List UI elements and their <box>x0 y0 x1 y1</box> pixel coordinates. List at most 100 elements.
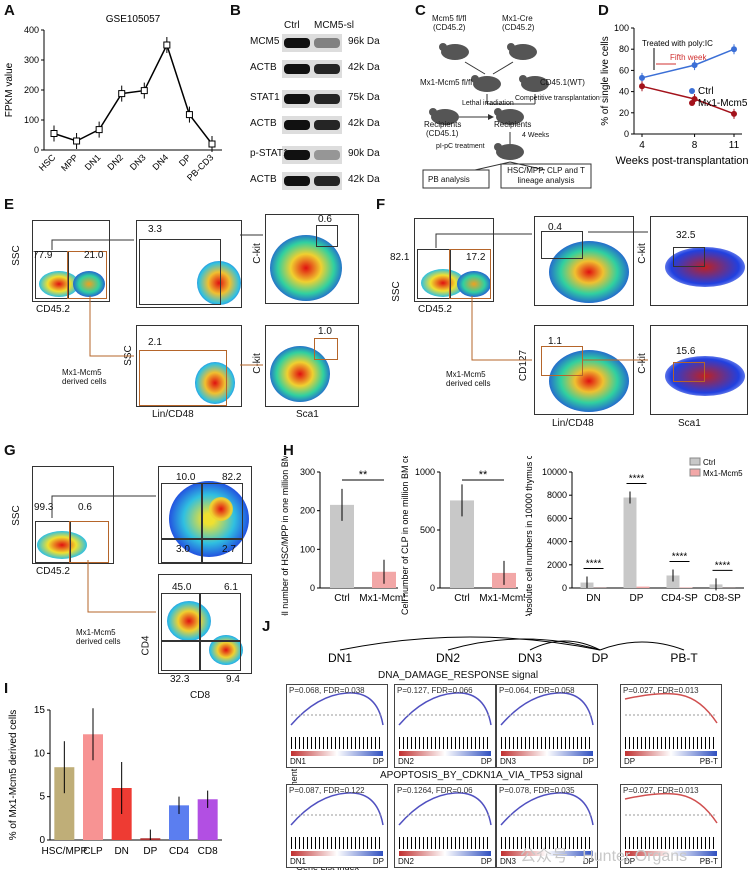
j-rank-gradient <box>501 751 593 756</box>
g-derived: Mx1-Mcm5 derived cells <box>76 628 121 646</box>
f-gate-5: 1.1 <box>548 336 562 347</box>
j-gsea-stat: P=0.068, FDR=0.038 <box>289 686 365 695</box>
j-gsea-right-label: DP <box>582 857 594 866</box>
j-gsea-stat: P=0.064, FDR=0.058 <box>499 686 575 695</box>
j-gsea-right-label: DP <box>582 757 594 766</box>
j-gsea-right-label: DP <box>480 857 492 866</box>
e-plot-2 <box>136 220 242 308</box>
wb-band-mcm5 <box>314 150 340 160</box>
i-bar <box>54 767 75 840</box>
i-bar <box>169 805 189 840</box>
j-rank-gradient <box>399 751 491 756</box>
wb-protein-label: ACTB <box>250 62 277 73</box>
a-y-tick-label: 100 <box>24 115 39 125</box>
e-gate-arrows <box>51 234 263 366</box>
h2-x-tick-label: Ctrl <box>454 593 470 604</box>
wb-blot-row <box>282 90 342 108</box>
panel-letter-g: G <box>4 442 16 459</box>
wb-band-mcm5 <box>314 38 340 48</box>
g-gate-10: 9.4 <box>226 674 240 685</box>
e-gate-4: 0.6 <box>318 214 332 225</box>
c-pipc: pI-pC treatment <box>436 143 485 150</box>
c-recipients2: Recipients <box>494 120 532 129</box>
wb-size-label: 90k Da <box>348 148 380 159</box>
f-derived: Mx1-Mcm5 derived cells <box>446 370 491 388</box>
a-data-point <box>50 130 58 137</box>
d-legend-label: Ctrl <box>698 86 714 97</box>
j-gsea-plot: P=0.064, FDR=0.058 DN3 DP <box>496 684 598 768</box>
h3-x-tick-label: CD4-SP <box>661 593 698 604</box>
e-axis-cd45: CD45.2 <box>36 304 70 315</box>
wb-blot-row <box>282 116 342 134</box>
i-x-tick-label: DN <box>114 846 128 857</box>
f-axis-sca1: Sca1 <box>678 418 701 429</box>
h1-x-tick-label: Mx1-Mcm5 <box>359 593 405 604</box>
f-plot-2 <box>534 216 634 306</box>
c-mx1-label: Mx1-Mcm5 fl/fl <box>420 78 472 87</box>
panel-h-grouped-bar-chart-thymus: 0 2000 4000 6000 8000 10000 Absolute cell numb… <box>524 456 744 616</box>
h3-bar <box>636 586 650 588</box>
h3-ylabel: Absolute cell numbers in 10000 thymus ce… <box>524 456 534 616</box>
c-wt-label: CD45.1(WT) <box>540 78 585 87</box>
d-y-tick-label: 0 <box>624 129 629 139</box>
j-gsea-plot: P=0.027, FDR=0.013 DP PB-T <box>620 684 722 768</box>
h2-y-tick-label: 0 <box>430 583 435 593</box>
j-rank-gradient <box>399 851 491 856</box>
j-signal2: APOPTOSIS_BY_CDKN1A_VIA_TP53 signal <box>380 770 583 781</box>
f-axis-lin: Lin/CD48 <box>552 418 594 429</box>
d-x-tick-label: 8 <box>692 140 698 151</box>
j-stage-arc <box>447 638 601 651</box>
a-y-tick-label: 400 <box>24 25 39 35</box>
g-gate-3: 10.0 <box>176 472 196 483</box>
g-gate-4: 82.2 <box>222 472 242 483</box>
j-stage-label: DN3 <box>518 651 542 665</box>
j-gene-hits <box>291 737 383 749</box>
h3-y-tick-label: 6000 <box>547 513 567 523</box>
j-stage-arc <box>529 640 601 651</box>
g-gate-6: 2.7 <box>222 544 236 555</box>
h1-y-tick-label: 300 <box>300 467 315 477</box>
wb-band-ctrl <box>284 176 310 186</box>
panel-d-line-chart: 0 20 40 60 80 100 4 8 11 Weeks post-transplantati… <box>600 23 749 167</box>
e-plot-5 <box>265 325 359 407</box>
wb-protein-label: p-STAT1 <box>250 148 289 159</box>
panel-h-bar-chart-clp: 0 500 1000 Cell number of CLP in one millio… <box>400 456 525 615</box>
wb-protein-label: ACTB <box>250 118 277 129</box>
j-rank-gradient <box>291 751 383 756</box>
wb-band-mcm5 <box>314 176 340 186</box>
a-data-point <box>185 111 193 119</box>
g-gate-9: 32.3 <box>170 674 190 685</box>
h1-y-tick-label: 100 <box>300 544 315 554</box>
wb-blot-row <box>282 60 342 78</box>
g-gate-5: 3.0 <box>176 544 190 555</box>
g-plot-2 <box>158 466 252 564</box>
j-rank-gradient <box>625 851 717 856</box>
wb-size-label: 42k Da <box>348 62 380 73</box>
j-gsea-left-label: DN3 <box>500 757 517 766</box>
j-gsea-left-label: DN3 <box>500 857 517 866</box>
f-gate-arrows <box>435 231 648 361</box>
j-gsea-plot: P=0.1264, FDR=0.06 DN2 DP <box>394 784 496 868</box>
h1-y-tick-label: 0 <box>310 583 315 593</box>
a-data-point <box>73 137 81 145</box>
i-x-tick-label: HSC/MPP <box>42 846 88 857</box>
f-plot-5 <box>650 325 748 415</box>
j-gene-hits <box>625 737 717 749</box>
j-stage-label: DN1 <box>328 651 352 665</box>
a-y-tick-label: 0 <box>34 145 39 155</box>
i-ylabel: % of Mx1-Mcm5 derived cells <box>8 710 19 841</box>
i-bar <box>83 734 103 840</box>
h3-y-tick-label: 0 <box>562 583 567 593</box>
wb-band-ctrl <box>284 150 310 160</box>
f-gate-2: 17.2 <box>466 252 486 263</box>
a-data-point <box>140 87 148 95</box>
c-hsc-analysis: HSC/MPP, CLP and T lineage analysis <box>507 166 585 185</box>
e-derived: Mx1-Mcm5 derived cells <box>62 368 107 386</box>
e-gate-3: 3.3 <box>148 224 162 235</box>
j-rank-gradient <box>291 851 383 856</box>
h2-x-tick-label: Mx1-Mcm5 <box>479 593 525 604</box>
panel-letter-a: A <box>4 2 15 19</box>
j-stage-label: PB-T <box>670 651 698 665</box>
h3-sig: **** <box>629 474 645 485</box>
